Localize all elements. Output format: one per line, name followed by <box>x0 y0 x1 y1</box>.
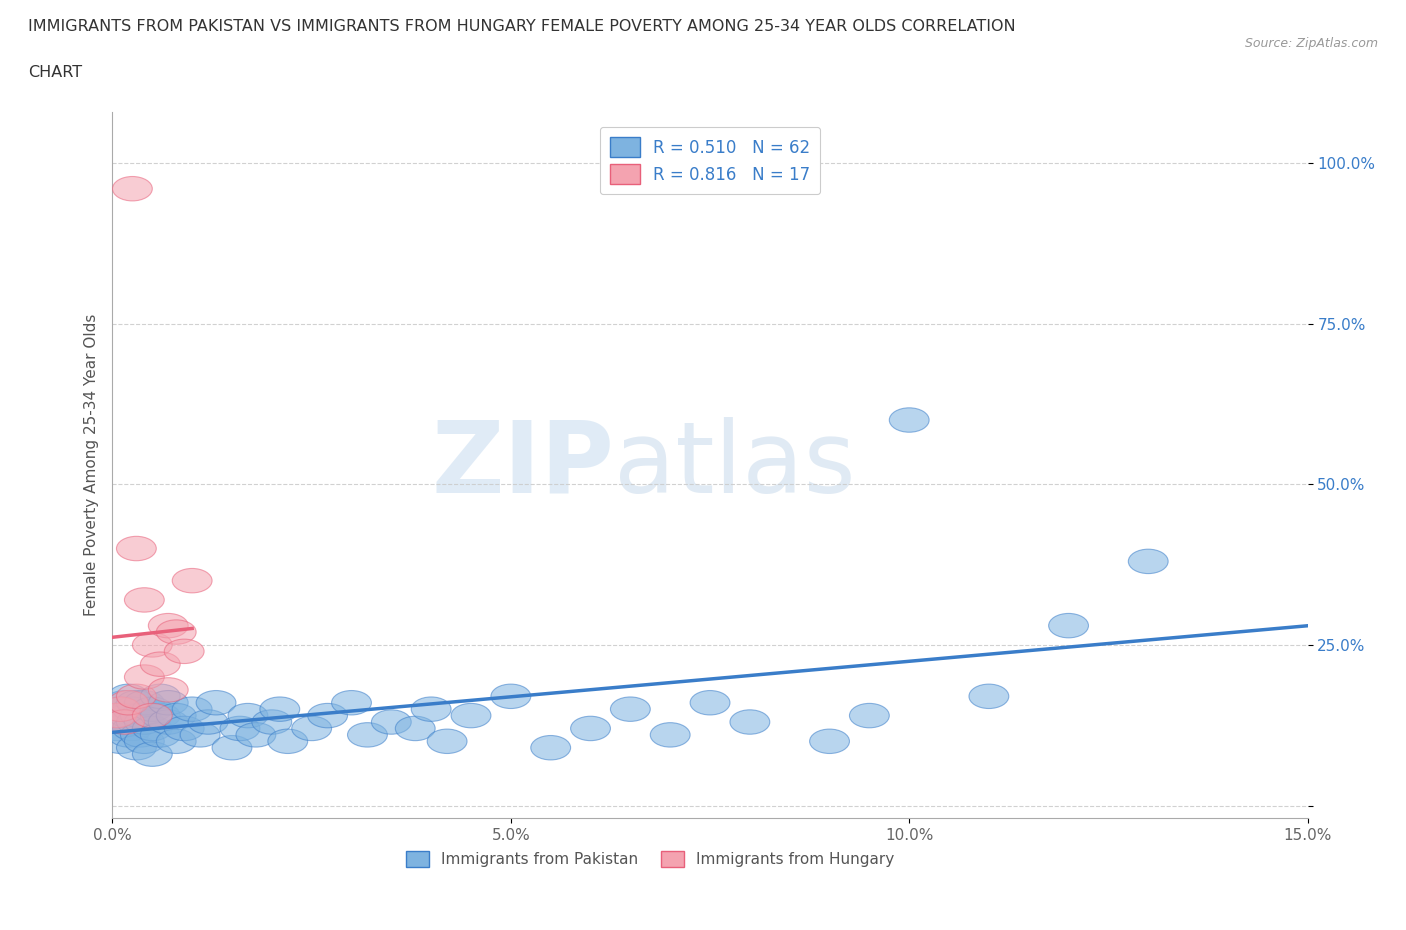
Ellipse shape <box>141 703 180 728</box>
Ellipse shape <box>969 684 1010 709</box>
Ellipse shape <box>121 723 160 747</box>
Ellipse shape <box>260 697 299 722</box>
Ellipse shape <box>104 710 145 734</box>
Ellipse shape <box>104 710 145 734</box>
Ellipse shape <box>212 736 252 760</box>
Ellipse shape <box>531 736 571 760</box>
Ellipse shape <box>412 697 451 722</box>
Ellipse shape <box>108 684 149 709</box>
Ellipse shape <box>117 691 156 715</box>
Ellipse shape <box>108 703 149 728</box>
Ellipse shape <box>332 691 371 715</box>
Ellipse shape <box>108 691 149 715</box>
Ellipse shape <box>149 691 188 715</box>
Ellipse shape <box>132 703 173 728</box>
Ellipse shape <box>117 684 156 709</box>
Ellipse shape <box>1129 550 1168 574</box>
Ellipse shape <box>141 723 180 747</box>
Text: ZIP: ZIP <box>432 417 614 513</box>
Ellipse shape <box>188 710 228 734</box>
Ellipse shape <box>1049 614 1088 638</box>
Ellipse shape <box>125 588 165 612</box>
Ellipse shape <box>101 697 141 722</box>
Ellipse shape <box>149 678 188 702</box>
Text: IMMIGRANTS FROM PAKISTAN VS IMMIGRANTS FROM HUNGARY FEMALE POVERTY AMONG 25-34 Y: IMMIGRANTS FROM PAKISTAN VS IMMIGRANTS F… <box>28 19 1015 33</box>
Ellipse shape <box>125 665 165 689</box>
Ellipse shape <box>101 729 141 753</box>
Ellipse shape <box>195 691 236 715</box>
Ellipse shape <box>149 710 188 734</box>
Ellipse shape <box>165 716 204 740</box>
Ellipse shape <box>571 716 610 740</box>
Ellipse shape <box>156 620 197 644</box>
Ellipse shape <box>112 716 152 740</box>
Ellipse shape <box>849 703 890 728</box>
Ellipse shape <box>236 723 276 747</box>
Ellipse shape <box>610 697 651 722</box>
Ellipse shape <box>395 716 436 740</box>
Ellipse shape <box>165 639 204 663</box>
Ellipse shape <box>810 729 849 753</box>
Ellipse shape <box>890 408 929 432</box>
Legend: Immigrants from Pakistan, Immigrants from Hungary: Immigrants from Pakistan, Immigrants fro… <box>406 851 894 868</box>
Ellipse shape <box>141 652 180 676</box>
Ellipse shape <box>651 723 690 747</box>
Ellipse shape <box>156 729 197 753</box>
Ellipse shape <box>141 684 180 709</box>
Ellipse shape <box>132 742 173 766</box>
Ellipse shape <box>97 716 136 740</box>
Ellipse shape <box>292 716 332 740</box>
Ellipse shape <box>491 684 531 709</box>
Ellipse shape <box>112 697 152 722</box>
Ellipse shape <box>132 697 173 722</box>
Ellipse shape <box>125 710 165 734</box>
Ellipse shape <box>104 691 145 715</box>
Ellipse shape <box>117 537 156 561</box>
Ellipse shape <box>269 729 308 753</box>
Y-axis label: Female Poverty Among 25-34 Year Olds: Female Poverty Among 25-34 Year Olds <box>83 313 98 617</box>
Ellipse shape <box>252 710 292 734</box>
Ellipse shape <box>112 177 152 201</box>
Text: Source: ZipAtlas.com: Source: ZipAtlas.com <box>1244 37 1378 50</box>
Ellipse shape <box>180 723 221 747</box>
Ellipse shape <box>308 703 347 728</box>
Ellipse shape <box>730 710 770 734</box>
Ellipse shape <box>125 691 165 715</box>
Ellipse shape <box>228 703 269 728</box>
Ellipse shape <box>121 703 160 728</box>
Text: atlas: atlas <box>614 417 856 513</box>
Ellipse shape <box>149 614 188 638</box>
Ellipse shape <box>117 710 156 734</box>
Ellipse shape <box>221 716 260 740</box>
Ellipse shape <box>125 729 165 753</box>
Ellipse shape <box>690 691 730 715</box>
Ellipse shape <box>347 723 388 747</box>
Ellipse shape <box>132 716 173 740</box>
Text: CHART: CHART <box>28 65 82 80</box>
Ellipse shape <box>173 568 212 592</box>
Ellipse shape <box>101 697 141 722</box>
Ellipse shape <box>371 710 412 734</box>
Ellipse shape <box>173 697 212 722</box>
Ellipse shape <box>97 703 136 728</box>
Ellipse shape <box>108 723 149 747</box>
Ellipse shape <box>117 736 156 760</box>
Ellipse shape <box>156 703 197 728</box>
Ellipse shape <box>427 729 467 753</box>
Ellipse shape <box>132 632 173 658</box>
Ellipse shape <box>451 703 491 728</box>
